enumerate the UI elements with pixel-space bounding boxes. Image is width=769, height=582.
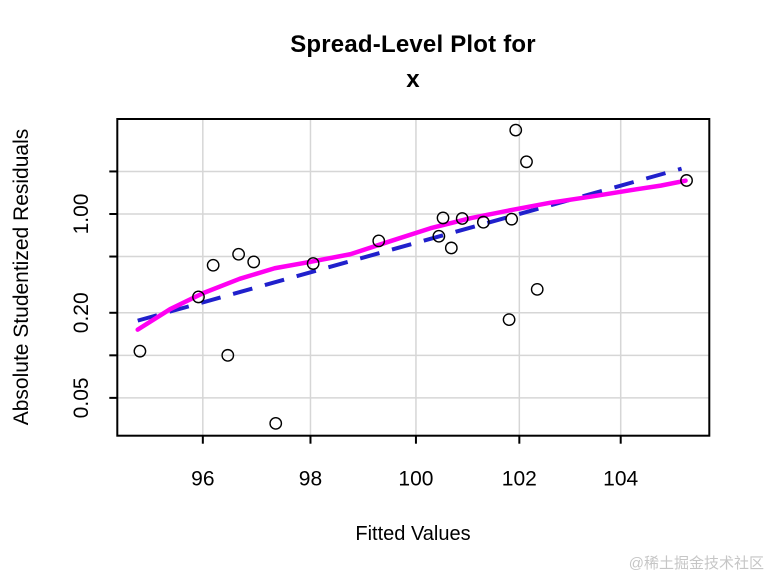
x-tick-label: 100 xyxy=(398,468,433,491)
lowess-smooth-curve xyxy=(135,178,688,332)
data-point xyxy=(432,229,446,243)
chart-title-line1: Spread-Level Plot for xyxy=(290,31,536,58)
data-point xyxy=(306,257,320,270)
data-point xyxy=(206,258,220,272)
data-point xyxy=(192,290,205,304)
data-point xyxy=(247,255,261,269)
watermark: @稀土掘金技术社区 xyxy=(628,555,764,572)
data-point xyxy=(505,212,519,226)
x-axis-label: Fitted Values xyxy=(355,523,471,545)
data-point xyxy=(509,123,523,137)
y-tick-label: 1.00 xyxy=(70,194,93,235)
data-point xyxy=(221,348,235,362)
x-tick-label: 104 xyxy=(603,468,638,491)
data-point xyxy=(476,215,490,229)
x-tick-label: 96 xyxy=(191,468,214,491)
data-point xyxy=(372,234,386,248)
data-point xyxy=(530,282,544,296)
y-axis-label: Absolute Studentized Residuals xyxy=(10,128,33,426)
data-point xyxy=(455,212,469,225)
data-point xyxy=(436,211,450,225)
data-point xyxy=(232,247,246,261)
y-tick-label: 0.20 xyxy=(70,292,93,333)
chart-title-line2: x xyxy=(406,66,420,93)
y-tick-label: 0.05 xyxy=(70,377,93,418)
data-point xyxy=(502,313,516,326)
data-point xyxy=(444,241,458,255)
data-point xyxy=(133,344,147,358)
linear-fit-line xyxy=(137,166,683,323)
data-point xyxy=(269,416,283,430)
x-tick-label: 98 xyxy=(299,468,322,491)
chart-title: Spread-Level Plot for x xyxy=(117,27,709,97)
plot-border xyxy=(116,118,711,437)
data-point xyxy=(520,155,533,169)
x-tick-label: 102 xyxy=(502,468,537,491)
data-point xyxy=(680,174,693,187)
